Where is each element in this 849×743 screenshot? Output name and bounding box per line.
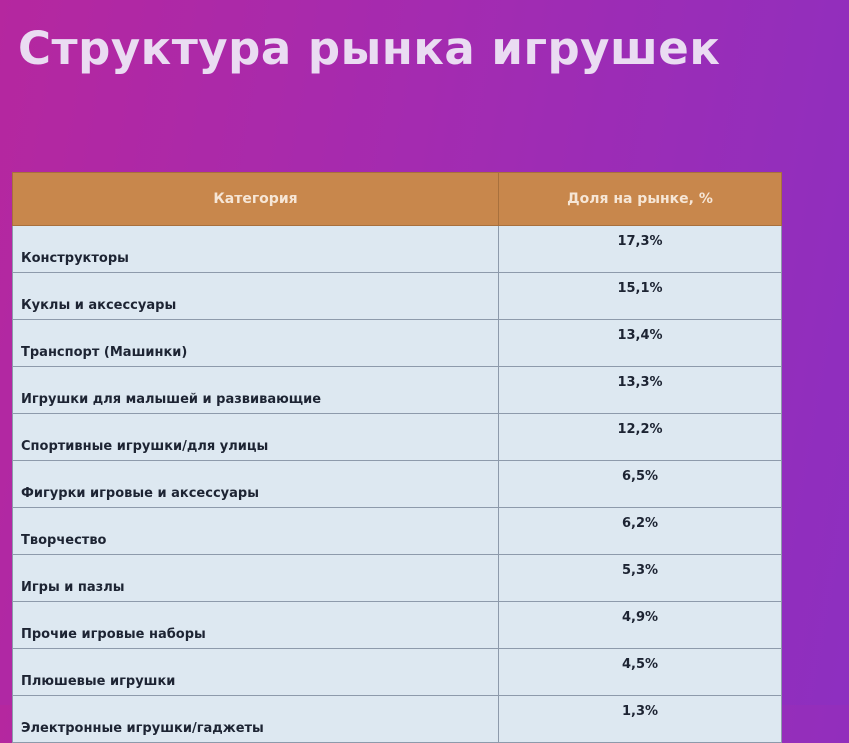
market-table: Категория Доля на рынке, % Конструкторы 1… [12, 172, 782, 743]
table-row: Прочие игровые наборы 4,9% [12, 601, 782, 649]
share-cell: 6,5% [498, 460, 782, 508]
header-row: Категория Доля на рынке, % [12, 172, 782, 226]
category-cell: Конструкторы [12, 225, 499, 273]
share-cell: 5,3% [498, 554, 782, 602]
table-row: Спортивные игрушки/для улицы 12,2% [12, 413, 782, 461]
share-cell: 6,2% [498, 507, 782, 555]
category-cell: Спортивные игрушки/для улицы [12, 413, 499, 461]
table-row: Игры и пазлы 5,3% [12, 554, 782, 602]
category-cell: Электронные игрушки/гаджеты [12, 695, 499, 743]
category-cell: Фигурки игровые и аксессуары [12, 460, 499, 508]
category-cell: Куклы и аксессуары [12, 272, 499, 320]
table-row: Фигурки игровые и аксессуары 6,5% [12, 460, 782, 508]
category-cell: Плюшевые игрушки [12, 648, 499, 696]
table-row: Конструкторы 17,3% [12, 225, 782, 273]
category-cell: Игры и пазлы [12, 554, 499, 602]
table-row: Игрушки для малышей и развивающие 13,3% [12, 366, 782, 414]
share-cell: 4,9% [498, 601, 782, 649]
share-cell: 12,2% [498, 413, 782, 461]
share-cell: 17,3% [498, 225, 782, 273]
share-cell: 1,3% [498, 695, 782, 743]
table-row: Творчество 6,2% [12, 507, 782, 555]
share-cell: 15,1% [498, 272, 782, 320]
column-header: Категория [12, 172, 499, 226]
table-row: Плюшевые игрушки 4,5% [12, 648, 782, 696]
table-body: Конструкторы 17,3% Куклы и аксессуары 15,1%… [12, 225, 782, 743]
category-cell: Транспорт (Машинки) [12, 319, 499, 367]
category-cell: Игрушки для малышей и развивающие [12, 366, 499, 414]
table-row: Транспорт (Машинки) 13,4% [12, 319, 782, 367]
title: Структура рынка игрушек [18, 22, 721, 75]
share-cell: 4,5% [498, 648, 782, 696]
category-cell: Творчество [12, 507, 499, 555]
table-row: Куклы и аксессуары 15,1% [12, 272, 782, 320]
column-header: Доля на рынке, % [498, 172, 782, 226]
share-cell: 13,4% [498, 319, 782, 367]
category-cell: Прочие игровые наборы [12, 601, 499, 649]
table-row: Электронные игрушки/гаджеты 1,3% [12, 695, 782, 743]
share-cell: 13,3% [498, 366, 782, 414]
